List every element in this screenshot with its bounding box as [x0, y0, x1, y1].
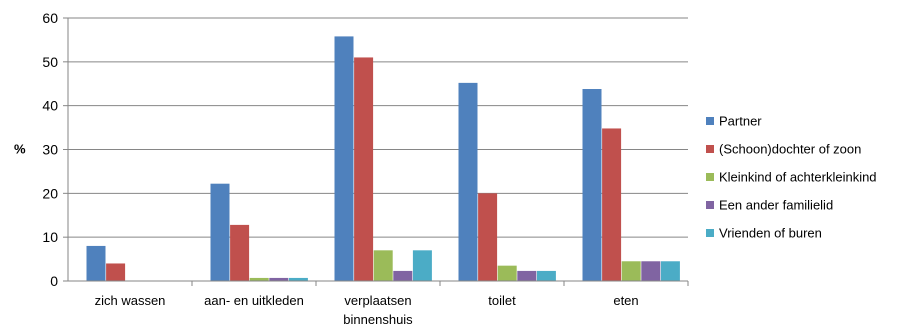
- bar: [660, 261, 680, 281]
- y-tick-label: 20: [42, 185, 58, 201]
- legend-label: (Schoon)dochter of zoon: [719, 142, 861, 157]
- bar: [373, 250, 393, 281]
- legend-label: Vrienden of buren: [719, 226, 822, 241]
- y-tick-label: 30: [42, 142, 58, 158]
- legend-swatch: [706, 229, 714, 237]
- legend-swatch: [706, 173, 714, 181]
- x-category-label: verplaatsen: [344, 293, 411, 308]
- bar: [536, 270, 556, 281]
- bar: [249, 277, 269, 281]
- legend-label: Kleinkind of achterkleinkind: [719, 170, 877, 185]
- legend-label: Partner: [719, 114, 762, 129]
- x-category-label: eten: [613, 293, 638, 308]
- y-tick-label: 0: [50, 273, 58, 289]
- bar: [412, 250, 432, 281]
- bar: [497, 265, 517, 281]
- bar: [478, 193, 498, 281]
- bar: [269, 277, 289, 281]
- y-tick-label: 10: [42, 229, 58, 245]
- bar: [517, 270, 537, 281]
- bar: [393, 270, 413, 281]
- x-category-labels: zich wassen aan- en uitkleden verplaatsen b…: [95, 293, 639, 327]
- y-tick-label: 50: [42, 54, 58, 70]
- legend: Partner (Schoon)dochter of zoon Kleinkind …: [706, 114, 877, 241]
- y-tick-labels: 0 10 20 30 40 50 60: [42, 10, 58, 289]
- y-tick-label: 40: [42, 98, 58, 114]
- x-category-label: toilet: [488, 293, 516, 308]
- y-tick-label: 60: [42, 10, 58, 26]
- legend-label: Een ander familielid: [719, 198, 833, 213]
- bar: [354, 57, 374, 282]
- bar: [334, 36, 354, 281]
- bar: [582, 89, 602, 281]
- axes: [67, 18, 689, 286]
- x-category-label: zich wassen: [95, 293, 166, 308]
- bars: [86, 36, 680, 282]
- x-category-label: aan- en uitkleden: [204, 293, 304, 308]
- bar: [210, 183, 230, 281]
- bar: [288, 277, 308, 281]
- bar: [86, 245, 106, 281]
- bar: [106, 263, 126, 281]
- x-category-label: binnenshuis: [343, 312, 413, 327]
- legend-swatch: [706, 201, 714, 209]
- y-axis-label: %: [14, 142, 26, 157]
- bar: [458, 82, 478, 281]
- bar: [641, 261, 661, 281]
- bar: [621, 261, 641, 281]
- legend-swatch: [706, 117, 714, 125]
- bar: [602, 128, 622, 281]
- bar: [230, 224, 250, 281]
- legend-swatch: [706, 145, 714, 153]
